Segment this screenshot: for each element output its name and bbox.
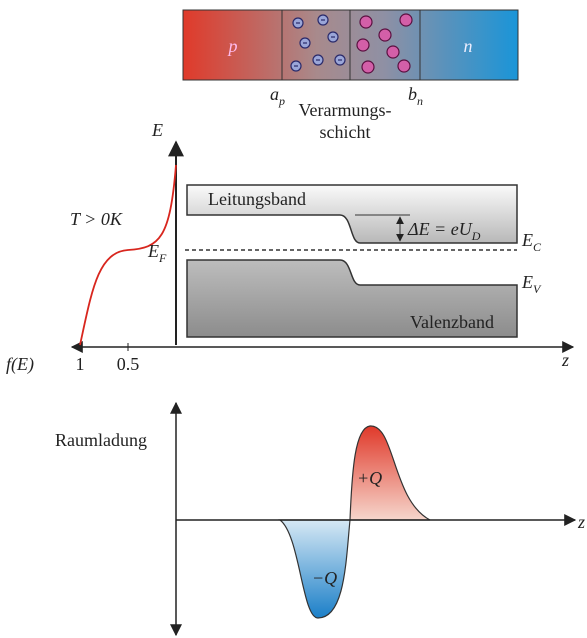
charge-diagram xyxy=(176,403,575,635)
ev-main: E xyxy=(521,272,533,292)
ap-sub: p xyxy=(278,94,285,108)
ec-sub: C xyxy=(533,240,542,254)
fermi-label: EF xyxy=(147,241,167,265)
minus-q-label: −Q xyxy=(312,568,337,588)
conduction-band-label: Leitungsband xyxy=(208,189,306,209)
p-label: p xyxy=(227,36,238,56)
e-axis-label: E xyxy=(151,120,163,140)
n-label: n xyxy=(464,36,473,56)
z-axis-label: z xyxy=(577,512,585,532)
depletion-label: Verarmungs- xyxy=(299,100,392,120)
f-tick-label: 0.5 xyxy=(117,354,140,374)
fermi-main: E xyxy=(147,241,159,261)
delta-sub: D xyxy=(471,229,481,243)
valence-band-label: Valenzband xyxy=(410,312,494,332)
temperature-label: T > 0K xyxy=(70,209,123,229)
bn-sub: n xyxy=(417,94,423,108)
fermi-sub: F xyxy=(158,251,167,265)
pn-junction: p n xyxy=(183,10,518,80)
diagram: p n ap bn Verarmungs- schicht E T > 0K E… xyxy=(0,0,587,638)
ap-label: ap xyxy=(270,84,285,108)
charge-axis-label: Raumladung xyxy=(55,430,147,450)
depletion-label: schicht xyxy=(320,122,371,142)
ev-label: EV xyxy=(521,272,542,296)
ec-label: EC xyxy=(521,230,542,254)
f-tick-label: 1 xyxy=(76,354,85,374)
delta-main: ΔE = eU xyxy=(407,219,473,239)
bn-label: bn xyxy=(408,84,423,108)
f-axis-label: f(E) xyxy=(6,354,34,375)
ec-main: E xyxy=(521,230,533,250)
ev-sub: V xyxy=(533,282,542,296)
plus-q-label: +Q xyxy=(357,468,382,488)
bn-main: b xyxy=(408,84,417,104)
ap-main: a xyxy=(270,84,279,104)
z-axis-label: z xyxy=(561,350,569,370)
